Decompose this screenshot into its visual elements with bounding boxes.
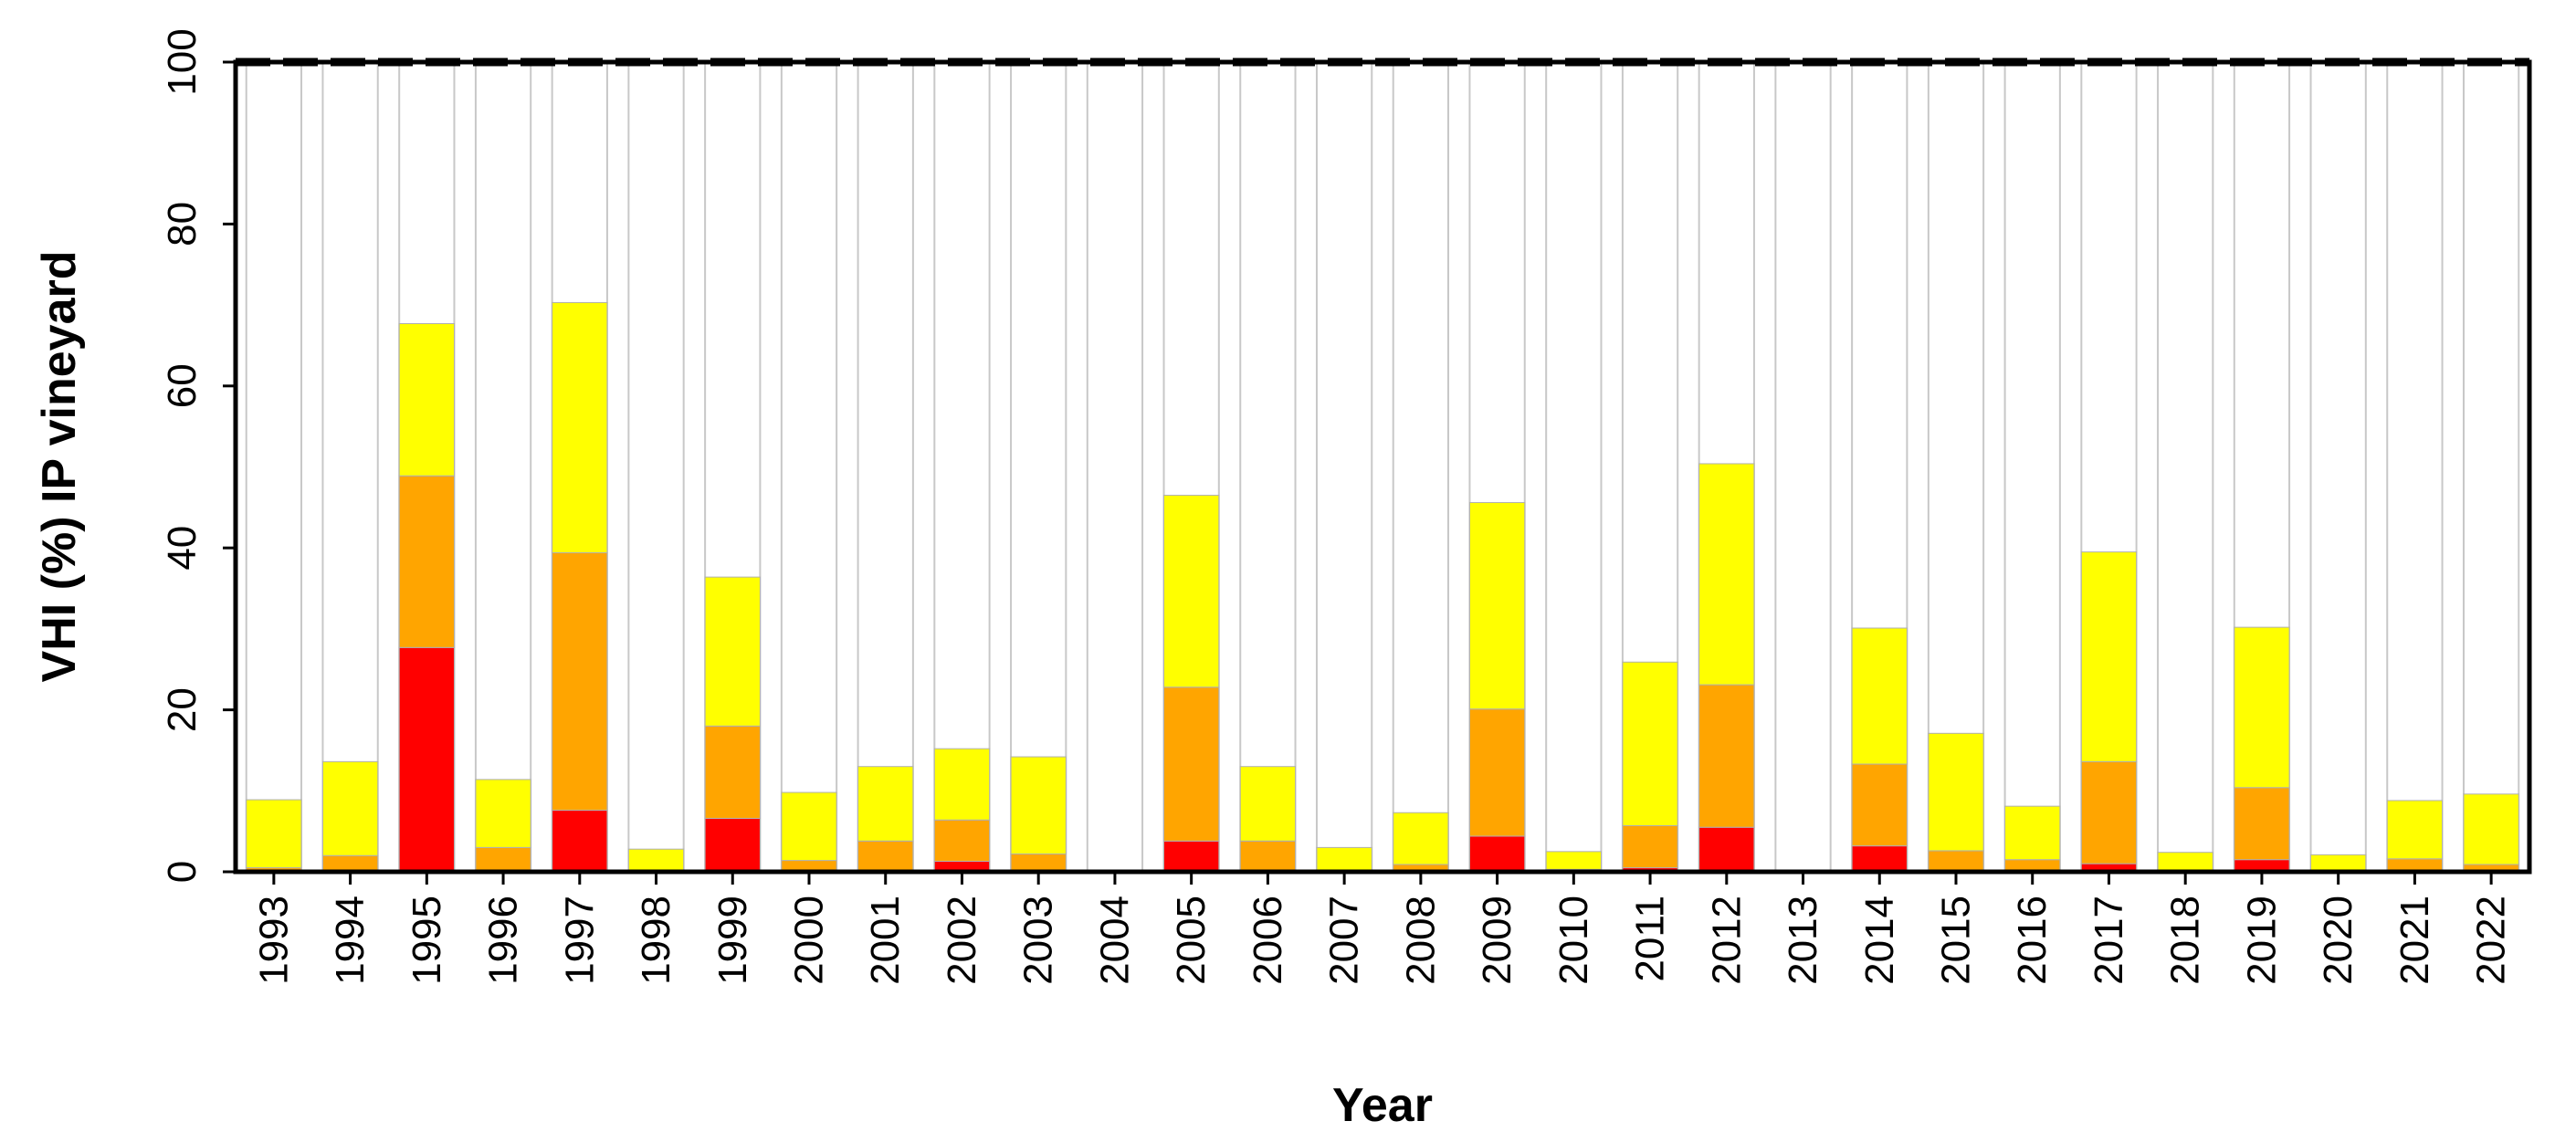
bar-segment xyxy=(475,846,531,873)
x-tick-label: 2006 xyxy=(1246,896,1290,985)
x-tick-label: 2001 xyxy=(863,896,908,985)
bar-segment xyxy=(321,760,379,856)
bar-segment xyxy=(1851,845,1908,873)
x-tick-label: 2020 xyxy=(2316,896,2360,985)
axes xyxy=(233,58,2532,875)
x-tick-label: 1993 xyxy=(251,896,296,985)
bar-segment xyxy=(2004,805,2061,861)
bar-segment xyxy=(1698,826,1755,873)
bar-segment xyxy=(1239,840,1297,873)
x-tick-label: 2004 xyxy=(1092,896,1137,985)
bar-segment xyxy=(2463,793,2519,865)
bar-segment xyxy=(857,766,914,842)
bar-segment xyxy=(704,817,761,873)
x-tick-label: 2003 xyxy=(1016,896,1061,985)
x-axis-title: Year xyxy=(1332,1079,1433,1132)
bar-segment xyxy=(1622,661,1678,826)
bar-segment xyxy=(627,848,685,873)
bar-segment xyxy=(1010,756,1067,854)
x-tick-label: 1999 xyxy=(710,896,755,985)
y-tick-label: 80 xyxy=(160,202,205,246)
x-tick-label: 2000 xyxy=(787,896,832,985)
bar-segment xyxy=(2080,551,2138,762)
bar-segment xyxy=(933,748,991,821)
bar-segment xyxy=(1239,766,1297,842)
x-tick-label: 2022 xyxy=(2469,896,2514,985)
bar-segment xyxy=(552,810,608,873)
x-tick-label: 2007 xyxy=(1322,896,1367,985)
bar-segment xyxy=(704,725,761,819)
x-tick-label: 2021 xyxy=(2392,896,2437,985)
bar-segment xyxy=(781,791,837,862)
bar-segment xyxy=(2157,852,2213,873)
bar-segment xyxy=(2234,787,2290,861)
bar-segment xyxy=(2080,760,2138,864)
bar-segment xyxy=(857,840,914,873)
y-axis-title: VHI (%) IP vineyard xyxy=(33,251,86,683)
bar-segment xyxy=(2234,626,2290,789)
x-tick-label: 2019 xyxy=(2239,896,2284,985)
bar-segment xyxy=(475,779,531,848)
bar-segment xyxy=(933,819,991,862)
bar-segment xyxy=(2386,800,2444,860)
y-tick-label: 60 xyxy=(160,363,205,408)
x-tick-label: 2017 xyxy=(2087,896,2131,985)
bar-segment xyxy=(1545,851,1602,870)
bar-segment xyxy=(1622,824,1678,869)
bar-segment xyxy=(1468,502,1526,710)
bar-segment xyxy=(1468,835,1526,873)
bar-segment xyxy=(1928,850,1984,873)
bar-segment xyxy=(1163,686,1220,842)
bar-segment xyxy=(398,475,455,648)
x-tick-label: 2012 xyxy=(1704,896,1749,985)
x-tick-label: 1998 xyxy=(634,896,678,985)
bar-segment xyxy=(704,576,761,727)
x-tick-label: 2011 xyxy=(1628,896,1673,982)
bar-segment xyxy=(2310,854,2367,871)
bar-segment xyxy=(1468,708,1526,837)
x-tick-label: 2002 xyxy=(940,896,984,985)
x-tick-label: 2008 xyxy=(1398,896,1443,985)
bar-segment xyxy=(552,301,608,554)
x-tick-label: 2009 xyxy=(1475,896,1519,985)
y-tick-label: 20 xyxy=(160,687,205,732)
bar-segment xyxy=(1851,627,1908,765)
x-axis-ticks: 1993 1994 1995 1996 1997 1998 1999 2000 2001 2002… xyxy=(251,872,2514,985)
x-tick-label: 2014 xyxy=(1857,896,1902,985)
x-tick-label: 2018 xyxy=(2163,896,2208,985)
x-tick-label: 2015 xyxy=(1934,896,1979,985)
bar-segment xyxy=(1698,684,1755,828)
bar-segment xyxy=(398,646,455,873)
bars xyxy=(246,301,2519,873)
bar-segment xyxy=(1928,732,1984,852)
bar-segment xyxy=(1851,763,1908,847)
x-tick-label: 1995 xyxy=(405,896,449,985)
x-tick-label: 2005 xyxy=(1169,896,1214,985)
x-tick-label: 1997 xyxy=(557,896,602,985)
bar-segment xyxy=(1316,846,1372,873)
bar-segment xyxy=(1698,463,1755,686)
y-tick-label: 100 xyxy=(160,28,205,95)
bar-segment xyxy=(246,799,302,869)
x-tick-label: 2016 xyxy=(2010,896,2055,985)
bar-segment xyxy=(321,854,379,873)
y-axis-ticks: 0 20 40 60 80 100 xyxy=(160,28,236,883)
y-tick-label: 40 xyxy=(160,526,205,571)
x-tick-label: 2013 xyxy=(1781,896,1825,985)
bar-segment xyxy=(1163,495,1220,688)
bar-segment xyxy=(552,552,608,812)
x-tick-label: 2010 xyxy=(1551,896,1596,985)
bar-segment xyxy=(1163,840,1220,873)
bar-segment xyxy=(398,323,455,477)
y-tick-label: 0 xyxy=(160,861,205,883)
bar-segment xyxy=(1393,812,1449,865)
x-tick-label: 1994 xyxy=(328,896,373,985)
x-tick-label: 1996 xyxy=(481,896,526,985)
bar-segment xyxy=(1010,853,1067,873)
